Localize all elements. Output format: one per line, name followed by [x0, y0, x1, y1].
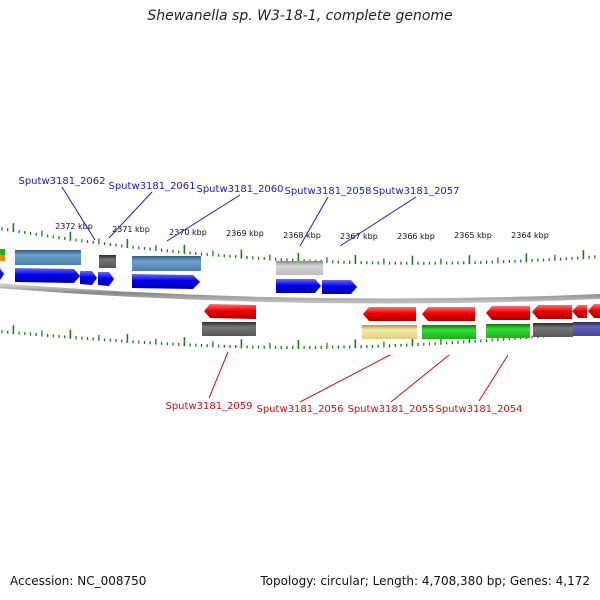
gene-feature[interactable] [276, 261, 323, 275]
label-leader-line [339, 196, 417, 247]
gene-feature[interactable] [573, 322, 589, 336]
genome-summary-text: Topology: circular; Length: 4,708,380 bp… [260, 574, 590, 588]
forward-gene-arrow[interactable] [276, 279, 321, 293]
label-leader-line [299, 354, 391, 403]
gene-feature[interactable] [15, 250, 81, 265]
reverse-gene-arrow[interactable] [363, 307, 416, 321]
forward-gene-labels: Sputw3181_2062 Sputw3181_2061 Sputw3181_… [18, 176, 459, 197]
forward-label-leaders [61, 186, 417, 247]
gene-feature[interactable] [533, 323, 573, 337]
gene-feature[interactable] [0, 249, 5, 257]
reverse-label-leaders [208, 351, 509, 403]
genome-backbone [0, 283, 600, 304]
gene-label[interactable]: Sputw3181_2059 [165, 401, 252, 412]
gene-label[interactable]: Sputw3181_2055 [347, 404, 434, 415]
label-leader-line [166, 194, 241, 242]
gene-label[interactable]: Sputw3181_2057 [372, 186, 459, 197]
forward-gene-arrow[interactable] [0, 268, 4, 280]
forward-gene-arrows [0, 268, 357, 294]
reverse-gene-arrows [204, 304, 600, 321]
forward-gene-arrow[interactable] [132, 274, 200, 289]
gene-label[interactable]: Sputw3181_2061 [108, 181, 195, 192]
forward-gene-arrow[interactable] [322, 280, 357, 294]
scale-label: 2371 kbp [112, 225, 150, 234]
scale-label: 2370 kbp [169, 228, 207, 237]
gene-feature[interactable] [486, 324, 530, 338]
scale-label: 2364 kbp [511, 231, 549, 240]
gene-feature[interactable] [202, 322, 256, 336]
label-leader-line [390, 354, 450, 403]
forward-gene-arrow[interactable] [15, 268, 80, 283]
gene-label[interactable]: Sputw3181_2062 [18, 176, 105, 187]
label-leader-line [61, 186, 96, 241]
scale-label: 2369 kbp [226, 229, 264, 238]
gene-feature[interactable] [422, 325, 476, 339]
scale-label: 2365 kbp [454, 231, 492, 240]
forward-gene-arrow[interactable] [80, 271, 97, 285]
scale-labels: 2372 kbp 2371 kbp 2370 kbp 2369 kbp 2368… [55, 222, 549, 241]
gene-label[interactable]: Sputw3181_2060 [196, 184, 283, 195]
scale-label: 2368 kbp [283, 231, 321, 240]
reverse-gene-arrow[interactable] [422, 307, 475, 321]
reverse-gene-arrow[interactable] [532, 305, 572, 319]
gene-feature[interactable] [362, 325, 417, 339]
gene-label[interactable]: Sputw3181_2054 [435, 404, 522, 415]
label-leader-line [108, 191, 153, 239]
genome-title: Shewanella sp. W3-18-1, complete genome [147, 8, 453, 24]
scale-ticks-upper [1, 223, 596, 265]
gene-label[interactable]: Sputw3181_2058 [284, 186, 371, 197]
reverse-gene-arrow[interactable] [486, 306, 530, 320]
reverse-gene-arrow[interactable] [572, 305, 587, 318]
scale-label: 2367 kbp [340, 232, 378, 241]
scale-label: 2372 kbp [55, 222, 93, 231]
reverse-gene-arrow[interactable] [588, 304, 600, 318]
label-leader-line [299, 196, 329, 247]
forward-features-upper [0, 249, 323, 275]
gene-label[interactable]: Sputw3181_2056 [256, 404, 343, 415]
gene-feature[interactable] [132, 256, 201, 271]
label-leader-line [478, 354, 509, 402]
scale-label: 2366 kbp [397, 232, 435, 241]
gene-feature[interactable] [0, 255, 5, 261]
gene-feature[interactable] [589, 322, 600, 336]
reverse-gene-labels: Sputw3181_2059 Sputw3181_2056 Sputw3181_… [165, 401, 522, 415]
gene-feature[interactable] [99, 255, 116, 268]
label-leader-line [208, 351, 229, 399]
forward-gene-arrow[interactable] [98, 272, 114, 286]
reverse-features-lower [202, 322, 600, 339]
reverse-gene-arrow[interactable] [204, 304, 256, 319]
accession-text: Accession: NC_008750 [10, 574, 147, 588]
